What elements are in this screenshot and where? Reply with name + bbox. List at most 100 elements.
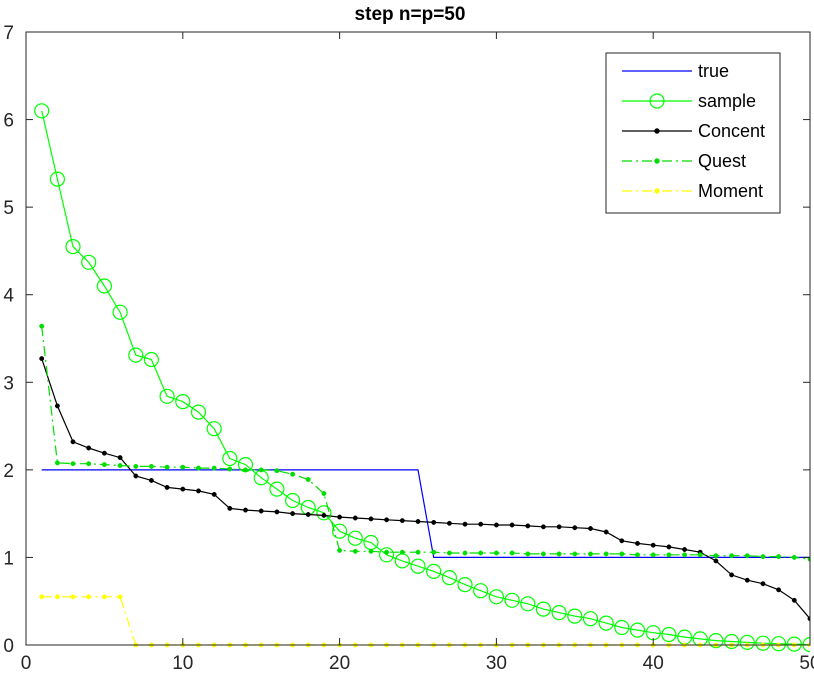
series-line-quest <box>41 326 810 560</box>
data-point-quest <box>493 550 499 556</box>
chart-title: step n=p=50 <box>355 4 466 25</box>
data-point-concent <box>588 526 593 531</box>
data-point-sample <box>520 596 536 612</box>
data-point-sample <box>614 619 630 636</box>
legend: true sample Concent Quest Moment <box>605 52 781 214</box>
data-point-moment <box>39 594 45 600</box>
series-concent <box>39 356 810 622</box>
data-point-concent <box>744 577 750 583</box>
y-tick-label: 5 <box>3 198 14 219</box>
data-point-concent <box>290 511 296 517</box>
data-point-quest <box>509 550 515 556</box>
data-point-concent <box>760 581 766 587</box>
legend-marker <box>654 188 660 194</box>
data-point-quest <box>744 553 750 559</box>
data-point-quest <box>729 553 735 559</box>
data-point-quest <box>384 549 390 555</box>
data-point-quest <box>86 461 92 467</box>
data-point-sample <box>473 583 489 599</box>
legend-entry-true: true <box>622 61 729 81</box>
data-point-sample <box>81 254 97 270</box>
data-point-quest <box>196 465 201 471</box>
data-point-moment <box>70 594 76 600</box>
data-point-sample <box>739 634 755 651</box>
axes: 0 10 20 30 40 50 0 1 2 3 4 5 6 7 <box>3 23 814 674</box>
data-point-quest <box>337 547 343 553</box>
data-point-quest <box>321 491 327 496</box>
data-point-sample <box>96 278 113 294</box>
data-point-concent <box>556 524 562 530</box>
data-point-concent <box>540 524 546 530</box>
data-point-quest <box>148 463 154 469</box>
data-point-concent <box>305 512 311 517</box>
data-point-quest <box>682 552 688 558</box>
data-point-concent <box>243 507 248 513</box>
data-point-concent <box>415 519 421 524</box>
data-point-sample <box>34 103 50 119</box>
data-point-quest <box>352 548 358 554</box>
data-point-quest <box>572 551 578 557</box>
data-point-quest <box>446 550 452 556</box>
data-point-concent <box>446 520 452 526</box>
data-point-quest <box>101 462 107 468</box>
data-point-concent <box>650 542 656 548</box>
data-point-concent <box>431 519 437 525</box>
legend-label: sample <box>698 91 756 111</box>
data-point-quest <box>211 465 217 471</box>
data-point-concent <box>227 505 233 511</box>
data-point-concent <box>352 515 358 521</box>
data-point-sample <box>567 608 583 624</box>
series-line-sample <box>41 110 810 646</box>
data-point-concent <box>180 486 186 492</box>
data-point-sample <box>128 347 144 363</box>
data-point-quest <box>760 554 766 560</box>
data-point-sample <box>786 636 802 652</box>
y-tick-label: 1 <box>3 548 14 569</box>
data-point-sample <box>551 604 567 621</box>
legend-entry-moment: Moment <box>622 181 763 201</box>
data-point-concent <box>525 523 531 529</box>
data-point-sample <box>410 558 426 574</box>
data-point-sample <box>629 622 646 638</box>
data-point-concent <box>509 522 515 528</box>
data-point-concent <box>399 518 405 524</box>
data-point-quest <box>776 554 782 560</box>
data-point-quest <box>588 551 593 557</box>
x-tick-label: 0 <box>21 653 32 674</box>
data-point-sample <box>426 563 442 580</box>
data-point-concent <box>493 522 499 528</box>
data-point-concent <box>164 484 170 490</box>
data-point-concent <box>729 572 735 578</box>
data-point-concent <box>478 521 484 527</box>
data-point-quest <box>227 466 233 472</box>
data-point-sample <box>661 626 677 643</box>
legend-marker <box>649 93 665 109</box>
x-tick-label: 20 <box>329 653 350 674</box>
data-point-quest <box>556 551 562 557</box>
data-point-moment <box>86 594 92 600</box>
data-point-sample <box>457 576 473 593</box>
data-point-moment <box>117 594 123 600</box>
data-point-quest <box>791 554 797 560</box>
data-point-concent <box>196 488 201 494</box>
data-point-concent <box>258 508 264 514</box>
data-point-sample <box>723 633 740 650</box>
data-point-quest <box>697 552 703 558</box>
legend-box <box>605 52 781 214</box>
data-point-quest <box>243 467 248 473</box>
data-point-sample <box>190 404 207 420</box>
y-tick-label: 7 <box>3 23 14 44</box>
data-point-quest <box>164 464 170 470</box>
legend-marker <box>654 158 660 164</box>
data-point-concent <box>713 558 719 564</box>
data-point-quest <box>525 551 531 557</box>
data-point-sample <box>708 632 724 649</box>
data-point-quest <box>274 468 280 474</box>
data-point-concent <box>337 514 343 520</box>
data-point-quest <box>133 463 139 469</box>
series-sample <box>34 103 810 653</box>
data-point-sample <box>755 635 771 651</box>
data-point-sample <box>65 239 81 255</box>
legend-label: Concent <box>698 121 765 141</box>
